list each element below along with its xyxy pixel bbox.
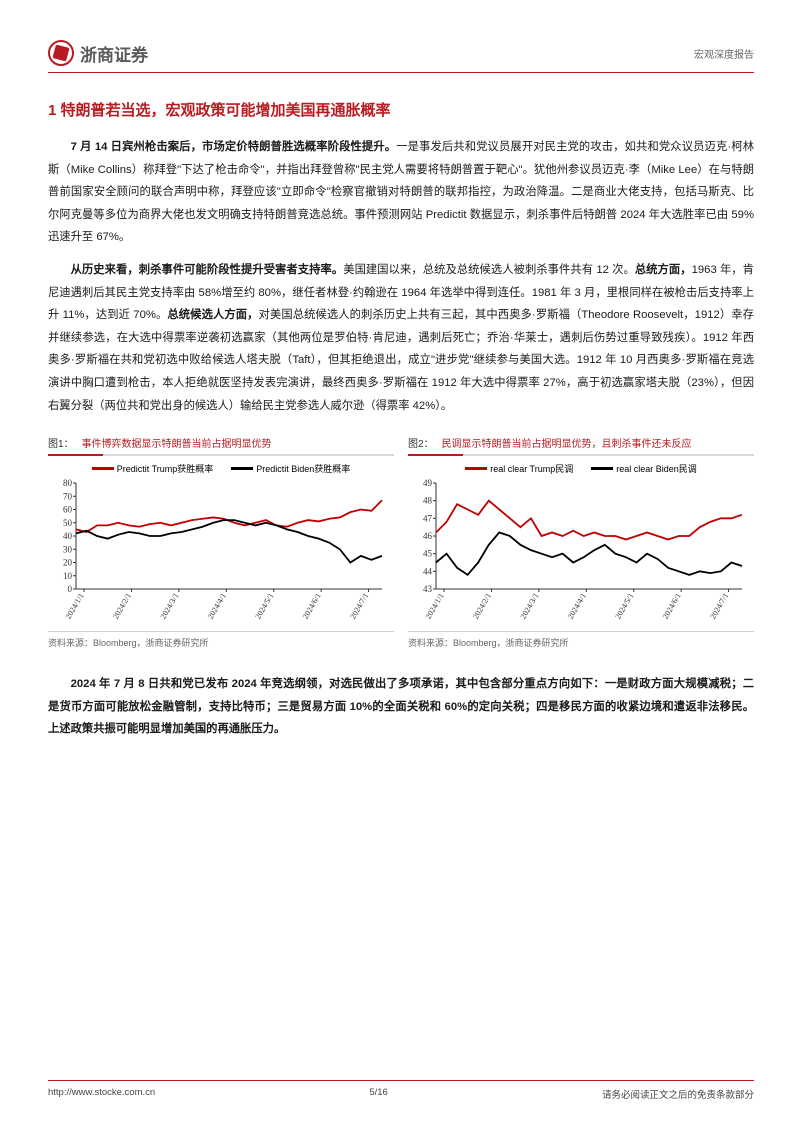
svg-text:2024/7/1: 2024/7/1	[348, 592, 370, 621]
svg-text:2024/3/1: 2024/3/1	[519, 592, 541, 621]
footer-url: http://www.stocke.com.cn	[48, 1087, 155, 1101]
chart-2: 图2： 民调显示特朗普当前占据明显优势，且刺杀事件还未反应 real clear…	[408, 435, 754, 649]
svg-text:2024/6/1: 2024/6/1	[661, 592, 683, 621]
charts-container: 图1： 事件博弈数据显示特朗普当前占据明显优势 Predictit Trump获…	[48, 435, 754, 649]
svg-text:20: 20	[63, 558, 73, 568]
svg-text:2024/1/1: 2024/1/1	[424, 592, 446, 621]
footer-page: 5/16	[369, 1087, 388, 1101]
chart2-title: 民调显示特朗普当前占据明显优势，且刺杀事件还未反应	[442, 435, 692, 450]
svg-text:80: 80	[63, 479, 73, 488]
svg-text:2024/4/1: 2024/4/1	[206, 592, 228, 621]
para2-lead: 从历史来看，刺杀事件可能阶段性提升受害者支持率。	[71, 264, 344, 276]
svg-text:2024/2/1: 2024/2/1	[471, 592, 493, 621]
chart1-canvas: 0 10 20 30 40 50 60 70 80 2024/1/1 2024/2/1 2024/3/…	[48, 479, 394, 629]
svg-text:60: 60	[63, 505, 73, 515]
para2-body1: 美国建国以来，总统及总统候选人被刺杀事件共有 12 次。	[343, 264, 635, 276]
svg-text:2024/4/1: 2024/4/1	[566, 592, 588, 621]
svg-text:40: 40	[63, 531, 73, 541]
chart2-fig-label: 图2：	[408, 435, 434, 450]
svg-text:2024/3/1: 2024/3/1	[159, 592, 181, 621]
page-footer: http://www.stocke.com.cn 5/16 请务必阅读正文之后的…	[48, 1080, 754, 1101]
report-type: 宏观深度报告	[694, 46, 754, 61]
report-header: 浙商证券 宏观深度报告	[48, 40, 754, 73]
section-heading: 1 特朗普若当选，宏观政策可能增加美国再通胀概率	[48, 99, 754, 120]
svg-text:2024/6/1: 2024/6/1	[301, 592, 323, 621]
svg-text:46: 46	[423, 531, 433, 541]
chart1-fig-label: 图1：	[48, 435, 74, 450]
chart2-legend: real clear Trump民调real clear Biden民调	[408, 462, 754, 475]
para3-lead: 2024 年 7 月 8 日共和党已发布 2024 年竞选纲领，对选民做出了多项…	[48, 678, 754, 735]
svg-text:10: 10	[63, 571, 73, 581]
para2-bold3: 总统候选人方面，	[167, 309, 258, 321]
svg-text:2024/5/1: 2024/5/1	[253, 592, 275, 621]
svg-text:50: 50	[63, 518, 73, 528]
paragraph-1: 7 月 14 日宾州枪击案后，市场定价特朗普胜选概率阶段性提升。一是事发后共和党…	[48, 136, 754, 249]
svg-text:44: 44	[423, 566, 433, 576]
para2-body3: 对美国总统候选人的刺杀历史上共有三起，其中西奥多·罗斯福（Theodore Ro…	[48, 309, 754, 411]
company-name: 浙商证券	[80, 41, 148, 66]
svg-text:43: 43	[423, 584, 433, 594]
svg-text:2024/2/1: 2024/2/1	[111, 592, 133, 621]
svg-text:2024/5/1: 2024/5/1	[613, 592, 635, 621]
chart1-legend: Predictit Trump获胜概率Predictit Biden获胜概率	[48, 462, 394, 475]
svg-text:47: 47	[423, 513, 433, 523]
chart2-canvas: 43 44 45 46 47 48 49 2024/1/1 2024/2/1 2024/3/1 20…	[408, 479, 754, 629]
svg-text:2024/7/1: 2024/7/1	[708, 592, 730, 621]
para1-body: 一是事发后共和党议员展开对民主党的攻击，如共和党众议员迈克·柯林斯（Mike C…	[48, 141, 754, 243]
svg-text:48: 48	[423, 496, 433, 506]
company-logo: 浙商证券	[48, 40, 148, 66]
svg-text:2024/1/1: 2024/1/1	[64, 592, 86, 621]
chart2-source: 资料来源：Bloomberg，浙商证券研究所	[408, 636, 754, 649]
footer-disclaimer: 请务必阅读正文之后的免责条款部分	[602, 1087, 754, 1101]
chart1-source: 资料来源：Bloomberg，浙商证券研究所	[48, 636, 394, 649]
svg-text:0: 0	[68, 584, 73, 594]
svg-text:49: 49	[423, 479, 433, 488]
svg-text:70: 70	[63, 491, 73, 501]
svg-text:45: 45	[423, 549, 433, 559]
paragraph-3: 2024 年 7 月 8 日共和党已发布 2024 年竞选纲领，对选民做出了多项…	[48, 673, 754, 741]
chart1-title: 事件博弈数据显示特朗普当前占据明显优势	[82, 435, 272, 450]
paragraph-2: 从历史来看，刺杀事件可能阶段性提升受害者支持率。美国建国以来，总统及总统候选人被…	[48, 259, 754, 417]
para1-lead: 7 月 14 日宾州枪击案后，市场定价特朗普胜选概率阶段性提升。	[71, 141, 397, 153]
svg-text:30: 30	[63, 544, 73, 554]
para2-bold2: 总统方面，	[635, 264, 692, 276]
chart-1: 图1： 事件博弈数据显示特朗普当前占据明显优势 Predictit Trump获…	[48, 435, 394, 649]
